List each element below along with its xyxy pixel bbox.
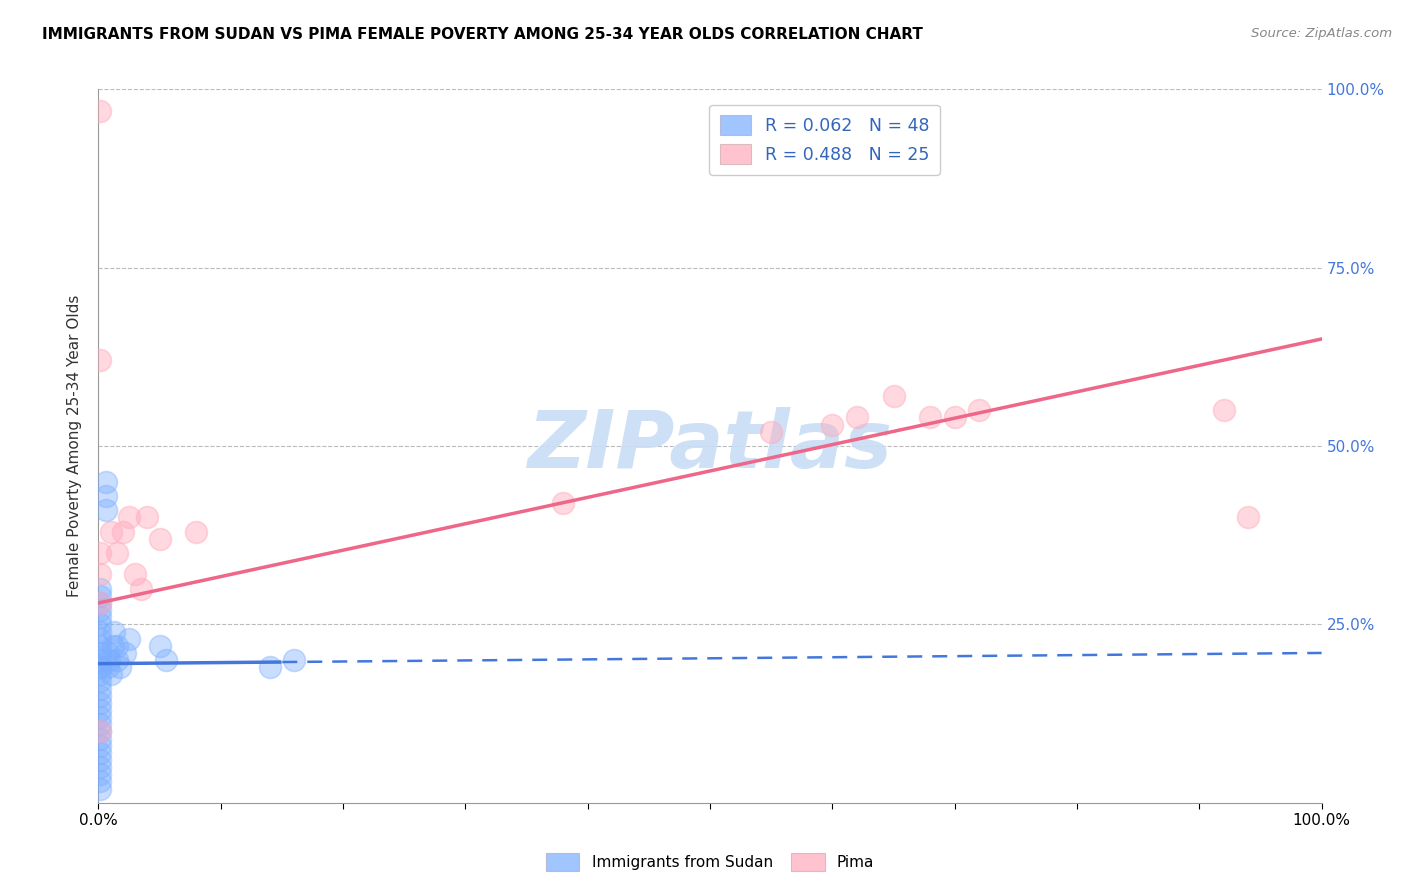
Text: ZIPatlas: ZIPatlas [527,407,893,485]
Point [89,724,111,739]
Point [105,639,128,653]
Point [821,417,844,432]
Point [89,746,111,760]
Point [111,524,134,539]
Point [89,774,111,789]
Point [89,646,111,660]
Point [1212,403,1234,417]
Point [97,646,120,660]
Point [89,681,111,696]
Point [883,389,905,403]
Point [89,589,111,603]
Point [89,610,111,624]
Point [89,353,111,368]
Point [89,696,111,710]
Point [89,689,111,703]
Point [89,781,111,796]
Point [920,410,942,425]
Point [98,653,121,667]
Point [89,582,111,596]
Point [89,717,111,731]
Point [89,546,111,560]
Point [845,410,868,425]
Point [89,103,111,118]
Point [89,660,111,674]
Point [105,653,128,667]
Point [89,667,111,681]
Point [89,596,111,610]
Point [105,546,128,560]
Point [89,731,111,746]
Point [100,667,122,681]
Point [89,674,111,689]
Point [89,567,111,582]
Point [89,739,111,753]
Point [89,624,111,639]
Point [118,510,141,524]
Point [89,632,111,646]
Legend: Immigrants from Sudan, Pima: Immigrants from Sudan, Pima [540,847,880,877]
Point [89,653,111,667]
Point [94,489,117,503]
Point [136,510,159,524]
Point [124,567,146,582]
Point [1237,510,1260,524]
Point [943,410,966,425]
Text: Source: ZipAtlas.com: Source: ZipAtlas.com [1251,27,1392,40]
Point [761,425,783,439]
Point [89,660,111,674]
Text: IMMIGRANTS FROM SUDAN VS PIMA FEMALE POVERTY AMONG 25-34 YEAR OLDS CORRELATION C: IMMIGRANTS FROM SUDAN VS PIMA FEMALE POV… [42,27,924,42]
Point [118,632,141,646]
Point [283,653,305,667]
Point [89,617,111,632]
Point [89,710,111,724]
Point [89,603,111,617]
Point [114,646,136,660]
Point [94,475,117,489]
Point [89,703,111,717]
Point [967,403,990,417]
Y-axis label: Female Poverty Among 25-34 Year Olds: Female Poverty Among 25-34 Year Olds [67,295,83,597]
Point [259,660,281,674]
Point [89,596,111,610]
Point [149,532,172,546]
Point [103,624,125,639]
Point [553,496,575,510]
Point [89,724,111,739]
Point [100,524,122,539]
Point [186,524,208,539]
Point [94,503,117,517]
Point [97,660,120,674]
Point [149,639,172,653]
Point [89,760,111,774]
Point [155,653,177,667]
Point [110,660,132,674]
Point [89,639,111,653]
Point [89,767,111,781]
Point [89,753,111,767]
Point [101,639,124,653]
Point [129,582,152,596]
